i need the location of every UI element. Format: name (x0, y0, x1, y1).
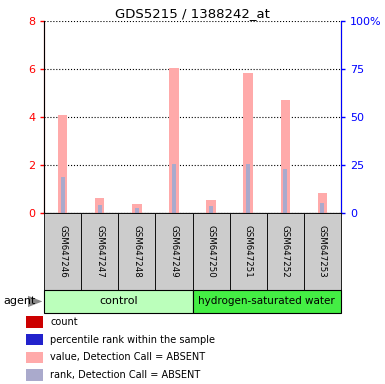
Bar (27, 334, 43, 345)
Bar (27, 352, 43, 363)
Bar (44, 213, 81, 290)
Text: GSM647247: GSM647247 (95, 225, 104, 278)
Bar (132, 204, 142, 213)
Text: GSM647248: GSM647248 (132, 225, 141, 278)
Bar (135, 208, 139, 213)
Text: GSM647246: GSM647246 (58, 225, 67, 278)
Bar (304, 213, 341, 290)
Bar (209, 207, 213, 213)
Text: GSM647252: GSM647252 (281, 225, 290, 278)
Text: rank, Detection Call = ABSENT: rank, Detection Call = ABSENT (50, 370, 200, 380)
Bar (281, 100, 290, 213)
Bar (98, 205, 102, 213)
Bar (27, 316, 43, 328)
Text: count: count (50, 317, 78, 327)
Bar (206, 200, 216, 213)
Bar (119, 213, 156, 290)
Polygon shape (28, 296, 42, 307)
Text: percentile rank within the sample: percentile rank within the sample (50, 334, 215, 344)
Bar (320, 203, 325, 213)
Bar (192, 213, 229, 290)
Title: GDS5215 / 1388242_at: GDS5215 / 1388242_at (115, 7, 270, 20)
Bar (44, 290, 192, 313)
Bar (283, 169, 287, 213)
Text: control: control (99, 296, 138, 306)
Bar (192, 290, 341, 313)
Bar (246, 164, 250, 213)
Bar (95, 198, 104, 213)
Bar (60, 177, 65, 213)
Bar (229, 213, 266, 290)
Text: hydrogen-saturated water: hydrogen-saturated water (198, 296, 335, 306)
Bar (58, 115, 67, 213)
Bar (172, 164, 176, 213)
Text: value, Detection Call = ABSENT: value, Detection Call = ABSENT (50, 353, 205, 362)
Bar (156, 213, 192, 290)
Bar (243, 73, 253, 213)
Text: agent: agent (4, 296, 36, 306)
Text: GSM647250: GSM647250 (206, 225, 216, 278)
Bar (27, 369, 43, 381)
Bar (267, 213, 304, 290)
Text: GSM647251: GSM647251 (244, 225, 253, 278)
Bar (169, 68, 179, 213)
Bar (318, 193, 327, 213)
Text: GSM647249: GSM647249 (169, 225, 179, 278)
Bar (81, 213, 119, 290)
Text: GSM647253: GSM647253 (318, 225, 327, 278)
